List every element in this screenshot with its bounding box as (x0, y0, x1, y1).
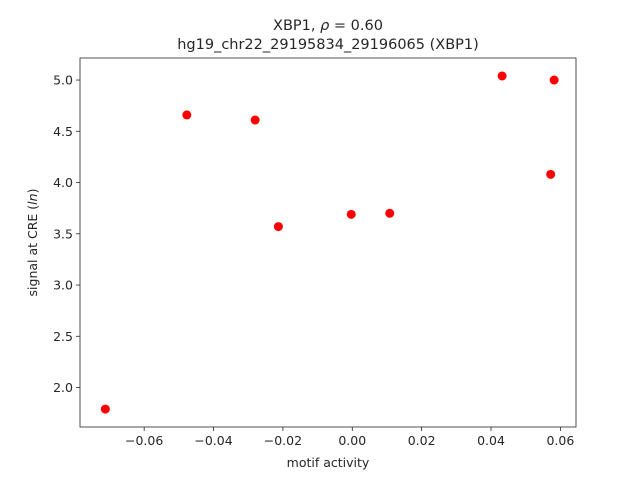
chart-title-line1: XBP1, ρ = 0.60 (273, 18, 383, 34)
y-tick-label: 5.0 (53, 73, 73, 88)
x-tick-label: −0.02 (264, 433, 302, 448)
x-tick-label: −0.04 (194, 433, 232, 448)
y-tick-label: 2.0 (53, 380, 73, 395)
data-points (100, 71, 559, 414)
data-point (549, 75, 559, 85)
y-tick-label: 2.5 (53, 329, 73, 344)
x-tick-label: 0.02 (408, 433, 436, 448)
data-point (250, 115, 260, 125)
y-tick-label: 4.0 (53, 175, 73, 190)
x-tick-label: −0.06 (125, 433, 163, 448)
data-point (497, 71, 507, 81)
data-point (546, 169, 556, 179)
y-tick-label: 3.0 (53, 278, 73, 293)
data-point (346, 209, 356, 219)
rho-symbol: ρ (320, 18, 330, 34)
y-axis-ticks: 2.0 2.5 3.0 3.5 4.0 4.5 5.0 (53, 73, 80, 395)
data-point (182, 110, 192, 120)
y-tick-label: 3.5 (53, 226, 73, 241)
x-tick-label: 0.06 (546, 433, 574, 448)
x-axis-label: motif activity (287, 455, 370, 470)
data-point (273, 222, 283, 232)
x-tick-label: 0.04 (477, 433, 505, 448)
y-axis-label: signal at CRE (ln) (25, 189, 40, 297)
plot-frame (79, 57, 577, 428)
x-axis-ticks: −0.06 −0.04 −0.02 0.00 0.02 0.04 0.06 (125, 427, 574, 448)
y-tick-label: 4.5 (53, 124, 73, 139)
data-point (100, 404, 110, 414)
data-point (385, 208, 395, 218)
x-tick-label: 0.00 (338, 433, 366, 448)
chart-title-line2: hg19_chr22_29195834_29196065 (XBP1) (177, 37, 479, 53)
